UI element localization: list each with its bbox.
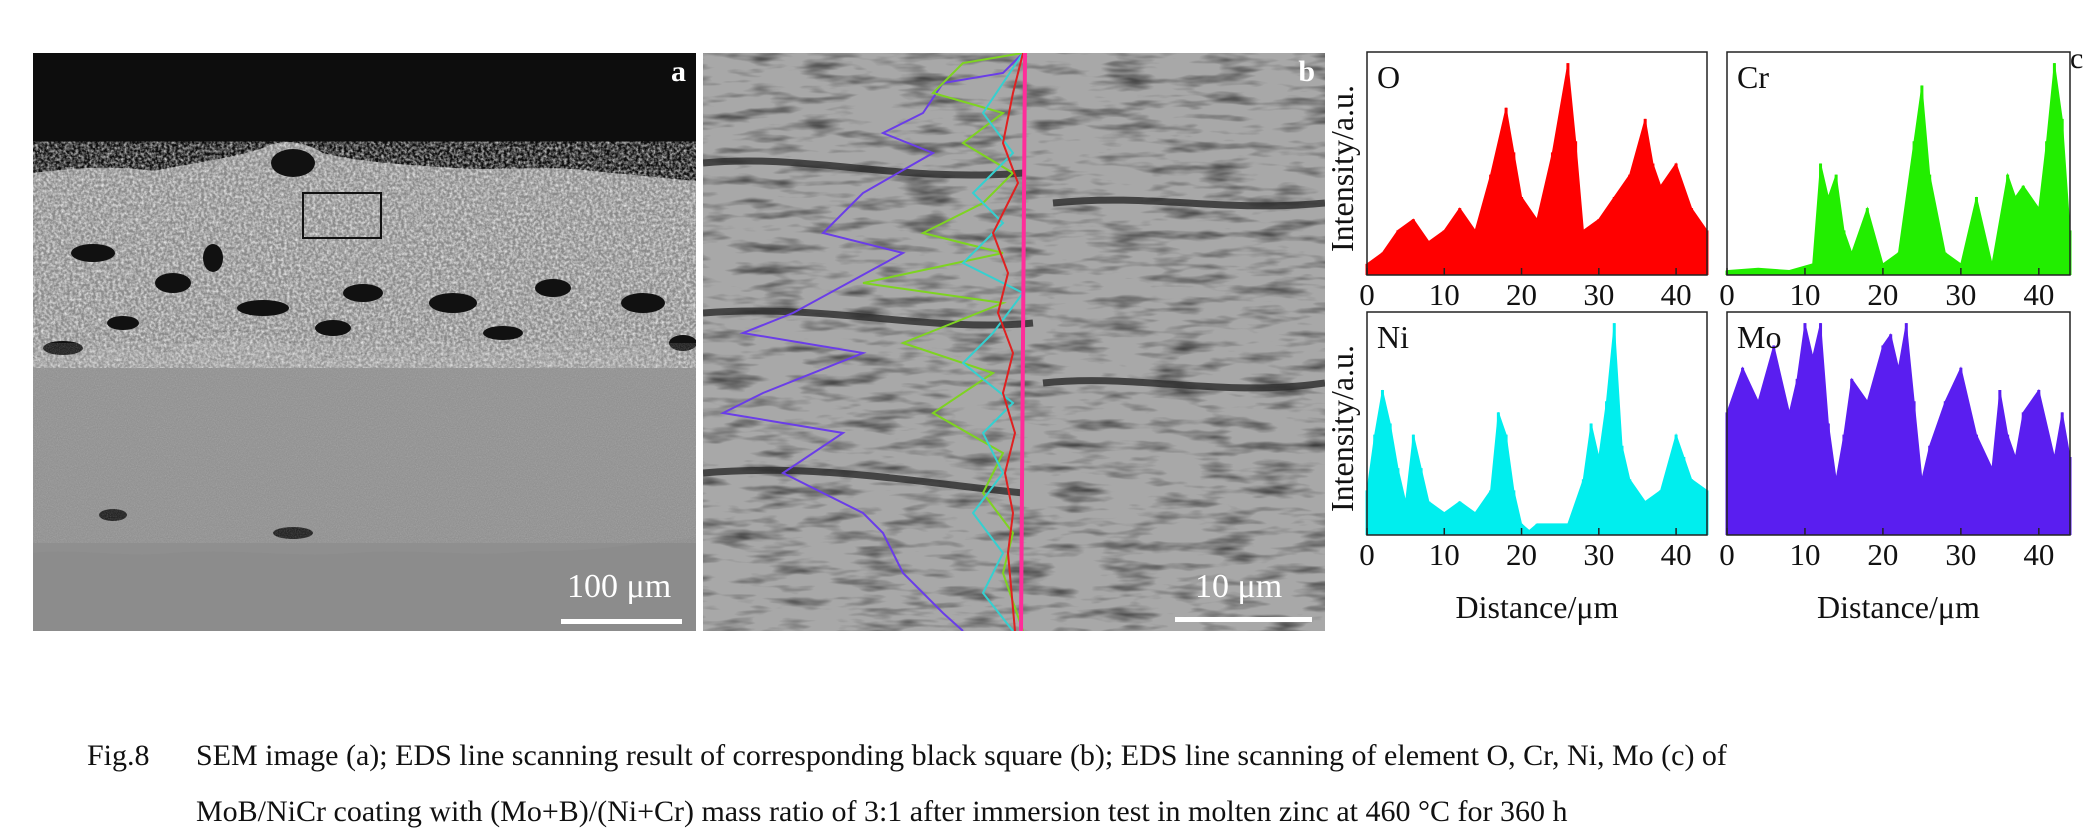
o-element-label: O [1377, 59, 1400, 95]
cr-element-label: Cr [1737, 59, 1769, 95]
ni-element-label: Ni [1377, 319, 1409, 355]
scale-bar-label-b: 10 μm [1195, 568, 1283, 605]
cr-series-area [1726, 63, 2071, 276]
o-x-tick-label: 20 [1506, 277, 1537, 312]
scale-bar-label-a: 100 μm [567, 568, 672, 605]
ni-series-area [1366, 323, 1708, 536]
cr-x-tick-label: 10 [1789, 277, 1820, 312]
o-x-tick-label: 40 [1661, 277, 1692, 312]
scale-bar-b [1175, 617, 1312, 622]
mo-x-tick-label: 0 [1719, 537, 1735, 572]
ni-plot-frame [1366, 311, 1708, 536]
eds-line-scan-graphic [703, 53, 1325, 631]
caption-line-2: MoB/NiCr coating with (Mo+B)/(Ni+Cr) mas… [196, 795, 1568, 828]
mo-x-axis-title: Distance/μm [1817, 589, 1980, 625]
sem-image-b: b 10 μm [703, 53, 1325, 631]
mo-x-tick-label: 20 [1867, 537, 1898, 572]
sem-image-a: a 100 μm [33, 53, 696, 631]
scale-bar-a [561, 619, 682, 624]
figure-number: Fig.8 [87, 739, 150, 772]
o-x-tick-label: 30 [1583, 277, 1614, 312]
o-x-tick-label: 10 [1429, 277, 1460, 312]
panel-letter-a: a [671, 55, 686, 88]
cr-plot-frame [1726, 51, 2071, 276]
cr-x-tick-label: 20 [1867, 277, 1898, 312]
ni-x-tick-label: 20 [1506, 537, 1537, 572]
ni-x-tick-label: 40 [1661, 537, 1692, 572]
cr-x-tick-label: 30 [1945, 277, 1976, 312]
ni-x-axis-title: Distance/μm [1456, 589, 1619, 625]
panel-letter-c: c [2070, 42, 2084, 75]
o-plot-frame [1366, 51, 1708, 276]
mo-x-tick-label: 30 [1945, 537, 1976, 572]
sem-image-a-graphic [33, 53, 696, 631]
caption-line-1: SEM image (a); EDS line scanning result … [196, 739, 1727, 772]
cr-x-tick-label: 0 [1719, 277, 1735, 312]
mo-plot-frame [1726, 311, 2071, 536]
o-y-axis-title: Intensity/a.u. [1325, 85, 1360, 252]
figure-caption: Fig.8 SEM image (a); EDS line scanning re… [87, 728, 2047, 840]
ni-x-tick-label: 0 [1359, 537, 1375, 572]
mo-element-label: Mo [1737, 319, 1781, 355]
o-x-tick-label: 0 [1359, 277, 1375, 312]
mo-x-tick-label: 10 [1789, 537, 1820, 572]
cr-x-tick-label: 40 [2023, 277, 2054, 312]
mo-x-tick-label: 40 [2023, 537, 2054, 572]
ni-y-axis-title: Intensity/a.u. [1325, 345, 1360, 512]
ni-x-tick-label: 10 [1429, 537, 1460, 572]
ni-x-tick-label: 30 [1583, 537, 1614, 572]
panel-letter-b: b [1298, 55, 1315, 88]
